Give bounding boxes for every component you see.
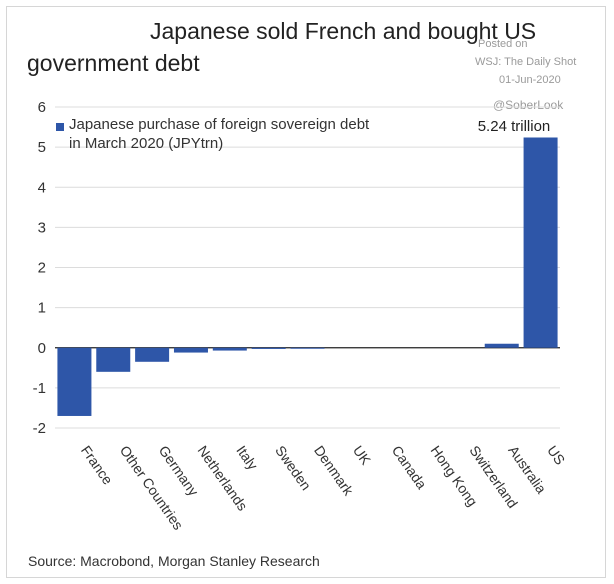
- x-tick-label: France: [78, 443, 116, 488]
- legend-text-line1: Japanese purchase of foreign sovereign d…: [69, 116, 370, 133]
- bar-other-countries: [96, 347, 131, 372]
- bar-netherlands: [173, 347, 208, 353]
- y-tick-label: 0: [38, 340, 46, 357]
- bar-us: [523, 137, 558, 348]
- posted-date: 01-Jun-2020: [499, 74, 561, 86]
- bars: [57, 137, 558, 416]
- x-tick-label: UK: [350, 443, 375, 469]
- chart-frame: [6, 6, 606, 578]
- legend-swatch: [56, 123, 64, 131]
- y-tick-label: 2: [38, 260, 46, 277]
- x-axis-ticks: France Other CountriesGermanyNetherlandsI…: [78, 443, 568, 533]
- y-tick-label: -1: [33, 380, 46, 397]
- bar-sweden: [251, 347, 286, 349]
- author-handle: @SoberLook: [493, 98, 564, 112]
- legend: Japanese purchase of foreign sovereign d…: [56, 116, 370, 152]
- x-tick-label: US: [544, 443, 568, 468]
- grid-lines: [55, 106, 560, 429]
- posted-source: WSJ: The Daily Shot: [475, 56, 577, 68]
- y-tick-label: -2: [33, 420, 46, 437]
- x-tick-label: Canada: [389, 443, 430, 493]
- x-tick-label: Italy: [233, 443, 261, 473]
- bar-denmark: [290, 347, 325, 349]
- bar-france: [57, 347, 92, 416]
- y-tick-label: 6: [38, 99, 46, 116]
- chart-title-line1: Japanese sold French and bought US: [150, 18, 537, 44]
- posted-on-label: Posted on: [478, 38, 528, 50]
- y-axis-ticks: 6 5 4 3 2 1 0 -1 -2: [33, 99, 46, 437]
- y-tick-label: 3: [38, 219, 46, 236]
- bar-italy: [212, 347, 247, 351]
- source-note: Source: Macrobond, Morgan Stanley Resear…: [28, 553, 320, 569]
- y-tick-label: 1: [38, 300, 46, 317]
- y-tick-label: 4: [38, 179, 46, 196]
- bar-australia: [484, 343, 519, 348]
- x-tick-label: Sweden: [272, 443, 314, 494]
- us-data-label: 5.24 trillion: [478, 118, 551, 135]
- legend-text-line2: in March 2020 (JPYtrn): [69, 135, 223, 152]
- chart-title-line2: government debt: [27, 50, 200, 76]
- y-tick-label: 5: [38, 139, 46, 156]
- bar-germany: [135, 347, 170, 362]
